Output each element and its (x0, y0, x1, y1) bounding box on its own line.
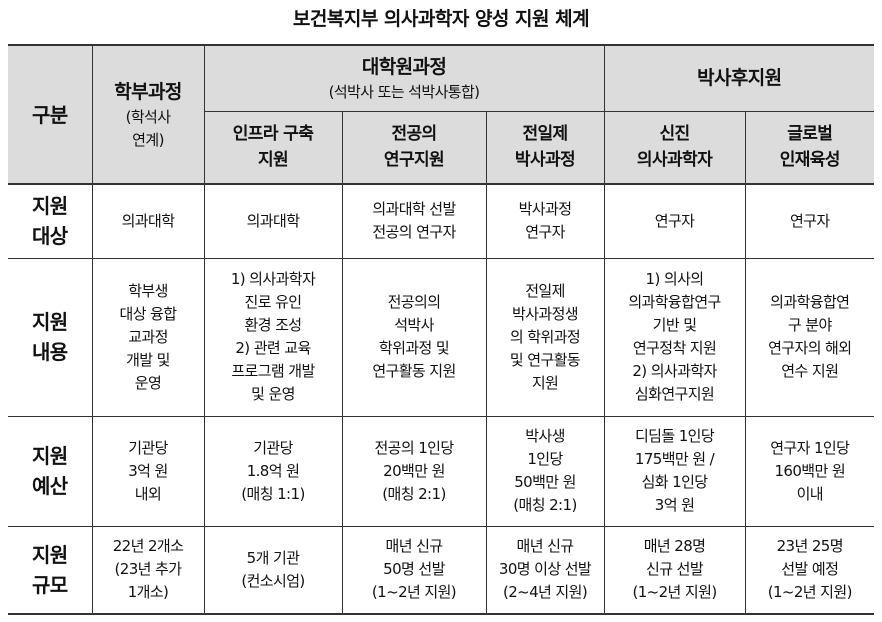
table-cell: 매년 신규 50명 선발 (1~2년 지원) (341, 525, 487, 615)
row-label: 지원 내용 (8, 257, 93, 417)
header-graduate-sub: (석박사 또는 석박사통합) (328, 82, 480, 101)
table-cell: 전일제 박사과정생 의 학위과정 및 연구활동 지원 (485, 257, 605, 417)
table-row: 지원 대상 의과대학 의과대학 의과대학 선발 전공의 연구자 박사과정 연구자… (8, 183, 875, 259)
table-cell: 학부생 대상 융합 교과정 개발 및 운영 (91, 257, 205, 417)
header-undergrad: 학부과정 (학석사 연계) (91, 44, 205, 185)
row-label: 지원 예산 (8, 415, 93, 527)
table-row: 지원 내용 학부생 대상 융합 교과정 개발 및 운영 1) 의사과학자 진로 … (8, 257, 875, 417)
header-category: 구분 (8, 44, 93, 185)
table-cell: 박사과정 연구자 (485, 183, 605, 259)
table-cell: 매년 28명 신규 선발 (1~2년 지원) (603, 525, 746, 615)
table-cell: 전공의의 석박사 학위과정 및 연구활동 지원 (341, 257, 487, 417)
table-cell: 기관당 3억 원 내외 (91, 415, 205, 527)
header-undergrad-sub: (학석사 연계) (125, 107, 171, 149)
header-postdoc-label: 박사후지원 (697, 67, 782, 90)
row-label: 지원 규모 (8, 525, 93, 615)
table-row: 지원 예산 기관당 3억 원 내외 기관당 1.8억 원 (매칭 1:1) 전공… (8, 415, 875, 527)
table-cell: 연구자 (744, 183, 875, 259)
table-cell: 1) 의사의 의과학융합연구 기반 및 연구정착 지원 2) 의사과학자 심화연… (603, 257, 746, 417)
table-row: 지원 규모 22년 2개소 (23년 추가 1개소) 5개 기관 (컨소시엄) … (8, 525, 875, 615)
header-col-new-scientist: 신진 의사과학자 (603, 110, 746, 185)
table-cell: 22년 2개소 (23년 추가 1개소) (91, 525, 205, 615)
support-system-table: 구분 학부과정 (학석사 연계) 대학원과정 (석박사 또는 석박사통합) 박사후지… (8, 44, 875, 615)
table-cell: 5개 기관 (컨소시엄) (203, 525, 343, 615)
table-cell: 의과대학 선발 전공의 연구자 (341, 183, 487, 259)
table-cell: 전공의 1인당 20백만 원 (매칭 2:1) (341, 415, 487, 527)
table-cell: 의과학융합연 구 분야 연구자의 해외 연수 지원 (744, 257, 875, 417)
page-title: 보건복지부 의사과학자 양성 지원 체계 (292, 8, 590, 30)
header-postdoc: 박사후지원 (603, 44, 875, 112)
table-cell: 연구자 1인당 160백만 원 이내 (744, 415, 875, 527)
table-cell: 기관당 1.8억 원 (매칭 1:1) (203, 415, 343, 527)
table-cell: 의과대학 (203, 183, 343, 259)
header-graduate-label: 대학원과정 (361, 55, 447, 78)
table-cell: 박사생 1인당 50백만 원 (매칭 2:1) (485, 415, 605, 527)
row-label: 지원 대상 (8, 183, 93, 259)
header-graduate: 대학원과정 (석박사 또는 석박사통합) (203, 44, 605, 112)
header-col-phd: 전일제 박사과정 (485, 110, 605, 185)
table-cell: 의과대학 (91, 183, 205, 259)
header-undergrad-label: 학부과정 (114, 80, 182, 103)
table-cell: 디딤돌 1인당 175백만 원 / 심화 1인당 3억 원 (603, 415, 746, 527)
table-cell: 23년 25명 선발 예정 (1~2년 지원) (744, 525, 875, 615)
header-col-resident: 전공의 연구지원 (341, 110, 487, 185)
header-col-global: 글로벌 인재육성 (744, 110, 875, 185)
table-cell: 연구자 (603, 183, 746, 259)
table-cell: 1) 의사과학자 진로 유인 환경 조성 2) 관련 교육 프로그램 개발 및 … (203, 257, 343, 417)
header-col-infra: 인프라 구축 지원 (204, 110, 343, 185)
table-cell: 매년 신규 30명 이상 선발 (2~4년 지원) (485, 525, 605, 615)
